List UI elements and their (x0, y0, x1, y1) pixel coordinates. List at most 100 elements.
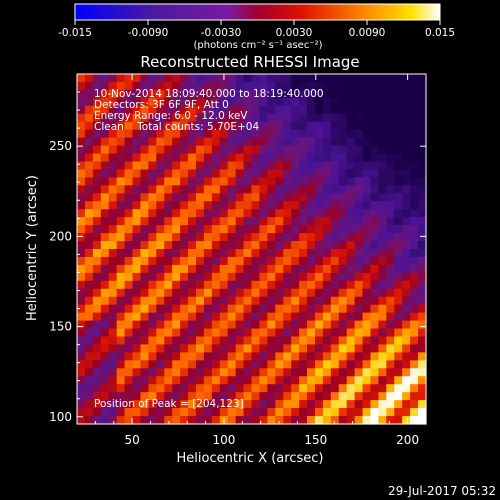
heatmap-cell (180, 304, 189, 314)
heatmap-cell (410, 105, 419, 115)
heatmap-cell (124, 408, 134, 417)
heatmap-cell (116, 264, 126, 274)
heatmap-cell (203, 256, 213, 266)
heatmap-cell (140, 121, 149, 131)
heatmap-cell (378, 241, 387, 250)
heatmap-cell (378, 81, 387, 91)
heatmap-cell (418, 153, 427, 163)
heatmap-cell (84, 97, 94, 107)
heatmap-cell (77, 304, 86, 314)
heatmap-cell (267, 264, 276, 274)
heatmap-cell (338, 320, 348, 330)
heatmap-cell (108, 320, 118, 330)
heatmap-cell (148, 336, 157, 346)
heatmap-cell (394, 105, 403, 115)
heatmap-cell (227, 193, 237, 202)
heatmap-cell (108, 408, 118, 417)
heatmap-cell (267, 201, 276, 210)
heatmap-cell (283, 328, 292, 338)
heatmap-cell (203, 74, 213, 83)
heatmap-cell (108, 233, 118, 242)
heatmap-cell (180, 89, 189, 99)
heatmap-cell (211, 185, 221, 194)
heatmap-cell (402, 416, 411, 425)
heatmap-cell (402, 408, 411, 417)
heatmap-cell (164, 408, 173, 417)
heatmap-cell (172, 153, 181, 163)
heatmap-cell (195, 161, 205, 171)
heatmap-cell (100, 376, 110, 385)
heatmap-cell (370, 392, 380, 401)
heatmap-cell (394, 376, 403, 385)
heatmap-cell (116, 129, 126, 139)
heatmap-cell (116, 185, 126, 194)
heatmap-cell (354, 416, 364, 425)
heatmap-cell (180, 145, 189, 155)
heatmap-cell (108, 272, 118, 282)
heatmap-cell (188, 249, 197, 258)
heatmap-cell (346, 89, 356, 99)
heatmap-cell (77, 81, 86, 91)
heatmap-cell (116, 272, 126, 282)
heatmap-cell (307, 368, 316, 377)
heatmap-cell (116, 225, 126, 234)
x-tick-label: 50 (124, 433, 139, 447)
heatmap-cell (267, 312, 276, 322)
heatmap-cell (77, 225, 86, 234)
heatmap-cell (116, 344, 126, 353)
heatmap-cell (211, 368, 221, 377)
heatmap-cell (124, 288, 134, 298)
heatmap-cell (418, 328, 427, 338)
heatmap-cell (251, 81, 261, 91)
heatmap-cell (188, 113, 197, 123)
heatmap-cell (235, 97, 245, 107)
heatmap-cell (283, 368, 292, 377)
heatmap-cell (156, 169, 165, 178)
heatmap-cell (402, 288, 411, 298)
heatmap-cell (370, 81, 380, 91)
heatmap-cell (370, 368, 380, 377)
heatmap-cell (251, 256, 261, 266)
heatmap-cell (402, 280, 411, 290)
heatmap-cell (100, 81, 110, 91)
heatmap-cell (259, 392, 268, 401)
heatmap-cell (180, 217, 189, 226)
heatmap-cell (77, 272, 86, 282)
heatmap-cell (100, 161, 110, 171)
heatmap-cell (394, 121, 403, 131)
heatmap-cell (299, 376, 308, 385)
colorbar-tick-label: -0.015 (58, 27, 92, 39)
heatmap-cell (180, 249, 189, 258)
heatmap-cell (172, 81, 181, 91)
heatmap-cell (418, 129, 427, 139)
heatmap-cell (84, 304, 94, 314)
colorbar-unit-label: (photons cm⁻² s⁻¹ asec⁻²) (193, 40, 322, 51)
heatmap-cell (77, 177, 86, 186)
heatmap-cell (148, 400, 157, 409)
heatmap-cell (378, 296, 387, 306)
heatmap-cell (346, 137, 356, 147)
heatmap-cell (132, 161, 142, 171)
heatmap-cell (267, 384, 276, 393)
heatmap-cell (132, 328, 142, 338)
heatmap-cell (156, 233, 165, 242)
heatmap-cell (243, 288, 253, 298)
heatmap-cell (299, 280, 308, 290)
heatmap-cell (148, 225, 157, 234)
heatmap-cell (84, 360, 94, 369)
heatmap-cell (180, 376, 189, 385)
heatmap-cell (394, 264, 403, 274)
heatmap-cell (394, 272, 403, 282)
heatmap-cell (402, 272, 411, 282)
heatmap-cell (322, 376, 332, 385)
heatmap-cell (291, 209, 300, 218)
heatmap-cell (219, 312, 229, 322)
heatmap-cell (314, 89, 324, 99)
heatmap-cell (235, 137, 245, 147)
heatmap-cell (164, 233, 173, 242)
heatmap-cell (203, 161, 213, 171)
heatmap-cell (283, 169, 292, 178)
heatmap-cell (227, 392, 237, 401)
heatmap-cell (370, 129, 380, 139)
heatmap-cell (148, 121, 157, 131)
